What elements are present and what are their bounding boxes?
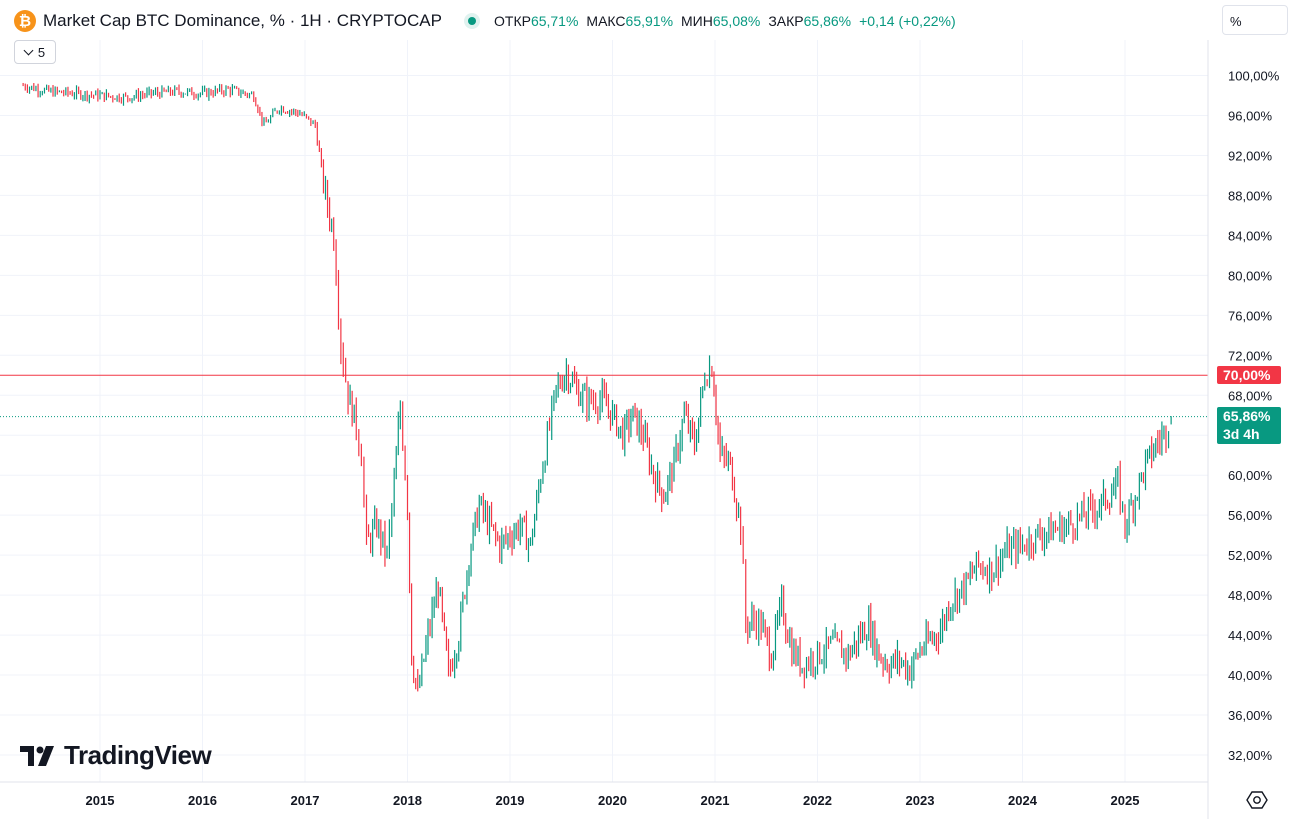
y-tick-label: 60,00% — [1228, 468, 1273, 483]
y-tick-label: 100,00% — [1228, 69, 1280, 84]
indicators-toggle-button[interactable]: 5 — [14, 40, 56, 64]
reference-level-value: 70,00% — [1223, 367, 1271, 383]
gear-icon[interactable] — [1246, 789, 1268, 811]
x-tick-label: 2023 — [906, 793, 935, 808]
high-value: 65,91% — [625, 13, 674, 29]
bar-countdown: 3d 4h — [1223, 426, 1260, 442]
y-tick-label: 72,00% — [1228, 348, 1273, 363]
indicators-count: 5 — [37, 44, 46, 60]
ohlc-values: ОТКР 65,71% МАКС 65,91% МИН 65,08% ЗАКР 65,8… — [494, 13, 956, 29]
price-unit-selector[interactable]: % — [1222, 5, 1288, 35]
reference-level-label[interactable]: 70,00% — [1217, 366, 1281, 384]
price-unit-label: % — [1230, 14, 1242, 29]
y-tick-label: 76,00% — [1228, 308, 1273, 323]
chevron-down-icon — [23, 45, 34, 55]
change-value: +0,14 (+0,22%) — [859, 13, 956, 29]
x-tick-label: 2018 — [393, 793, 422, 808]
x-tick-label: 2015 — [86, 793, 115, 808]
bitcoin-icon: ₿ — [14, 10, 36, 32]
open-label: ОТКР — [494, 13, 531, 29]
y-tick-label: 68,00% — [1228, 388, 1273, 403]
tradingview-logo[interactable]: TradingView — [20, 740, 212, 771]
x-tick-label: 2020 — [598, 793, 627, 808]
market-status-icon[interactable] — [464, 13, 480, 29]
open-value: 65,71% — [530, 13, 579, 29]
last-price-label[interactable]: 65,86% 3d 4h — [1217, 407, 1281, 444]
tradingview-logo-icon — [20, 745, 54, 766]
y-tick-label: 32,00% — [1228, 748, 1273, 763]
chart-grid — [0, 40, 1208, 782]
time-axis[interactable]: 2015 2016 2017 2018 2019 2020 2021 2022 2023 2024… — [86, 793, 1140, 808]
y-tick-label: 92,00% — [1228, 148, 1273, 163]
y-tick-label: 80,00% — [1228, 268, 1273, 283]
x-tick-label: 2025 — [1111, 793, 1140, 808]
x-tick-label: 2022 — [803, 793, 832, 808]
low-label: МИН — [681, 13, 713, 29]
tradingview-logo-text: TradingView — [64, 740, 212, 770]
symbol-title[interactable]: Market Cap BTC Dominance, % · 1H · CRYPT… — [43, 11, 442, 30]
y-tick-label: 84,00% — [1228, 228, 1273, 243]
y-tick-label: 88,00% — [1228, 188, 1273, 203]
x-tick-label: 2017 — [291, 793, 320, 808]
close-label: ЗАКР — [768, 13, 804, 29]
y-tick-label: 52,00% — [1228, 548, 1273, 563]
reference-lines — [0, 374, 1208, 418]
y-tick-label: 40,00% — [1228, 668, 1273, 683]
high-label: МАКС — [586, 13, 626, 29]
low-value: 65,08% — [712, 13, 761, 29]
price-bars — [22, 82, 1172, 692]
y-tick-label: 56,00% — [1228, 508, 1273, 523]
close-value: 65,86% — [803, 13, 852, 29]
y-tick-label: 96,00% — [1228, 108, 1273, 123]
x-tick-label: 2024 — [1008, 793, 1038, 808]
x-tick-label: 2019 — [496, 793, 525, 808]
last-price-value: 65,86% — [1223, 408, 1271, 424]
x-tick-label: 2016 — [188, 793, 217, 808]
y-tick-label: 48,00% — [1228, 588, 1273, 603]
y-tick-label: 44,00% — [1228, 628, 1273, 643]
x-tick-label: 2021 — [701, 793, 730, 808]
symbol-legend: ₿ Market Cap BTC Dominance, % · 1H · CRY… — [14, 8, 956, 34]
y-tick-label: 36,00% — [1228, 708, 1273, 723]
